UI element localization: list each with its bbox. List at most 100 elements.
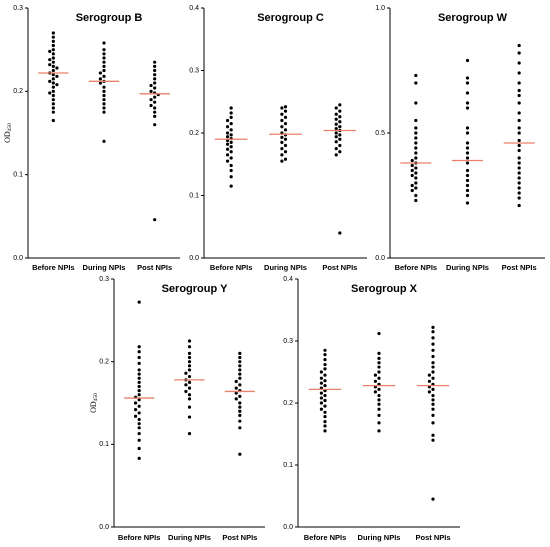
data-point xyxy=(184,383,188,387)
data-point xyxy=(319,401,323,405)
data-point xyxy=(517,88,521,93)
data-point xyxy=(225,159,230,163)
data-point xyxy=(51,89,55,93)
data-point xyxy=(48,49,52,53)
data-point xyxy=(133,414,138,418)
data-point xyxy=(153,81,157,85)
category-label: During NPIs xyxy=(446,263,489,272)
data-point xyxy=(323,358,327,362)
y-tick-label: 0.0 xyxy=(189,255,199,262)
data-point xyxy=(98,77,102,81)
y-tick-label: 0.3 xyxy=(99,276,109,283)
data-point xyxy=(238,372,242,376)
data-point xyxy=(137,446,141,451)
data-point xyxy=(427,390,431,394)
data-point xyxy=(323,367,327,371)
data-point xyxy=(238,368,242,372)
y-tick-label: 0.1 xyxy=(99,441,109,448)
data-point xyxy=(338,125,342,129)
data-point xyxy=(51,102,55,106)
data-point xyxy=(229,133,233,137)
data-point xyxy=(234,386,238,390)
data-point xyxy=(414,198,418,203)
data-point xyxy=(283,157,288,161)
data-point xyxy=(414,156,418,160)
data-point xyxy=(137,372,141,376)
data-point xyxy=(51,60,55,64)
data-point xyxy=(377,331,381,336)
data-point xyxy=(51,73,55,77)
data-point xyxy=(431,393,435,398)
y-tick-label: 0.3 xyxy=(189,67,199,74)
data-point xyxy=(153,110,157,114)
data-point xyxy=(98,81,102,85)
data-point xyxy=(187,380,192,384)
panel: Serogroup B 0.0 0.1 0.2 0.3 OD450 Before NPIs D… xyxy=(3,5,180,272)
data-point xyxy=(238,452,242,456)
data-point xyxy=(229,106,233,110)
y-tick-label: 0.2 xyxy=(189,130,199,137)
data-point xyxy=(517,126,521,130)
data-point xyxy=(153,77,157,81)
data-point xyxy=(377,393,381,398)
data-point xyxy=(431,342,435,346)
data-point xyxy=(137,417,141,422)
data-point xyxy=(149,98,153,102)
panel-title: Serogroup W xyxy=(438,12,508,24)
data-point xyxy=(465,178,470,183)
data-point xyxy=(225,131,230,135)
data-point xyxy=(323,420,327,424)
data-point xyxy=(51,39,55,43)
data-point xyxy=(414,136,418,140)
data-point xyxy=(323,429,327,433)
data-point xyxy=(377,398,381,402)
data-point xyxy=(55,74,59,78)
panel-title: Serogroup Y xyxy=(162,283,228,295)
data-point xyxy=(431,413,435,417)
data-point xyxy=(51,118,55,123)
data-point xyxy=(319,376,323,380)
y-tick-label: 0.0 xyxy=(283,524,293,531)
data-point xyxy=(187,368,192,372)
y-tick-label: 0.0 xyxy=(375,255,385,262)
data-point xyxy=(283,105,288,109)
data-point xyxy=(414,73,418,78)
data-point xyxy=(102,56,106,60)
panel-title: Serogroup X xyxy=(351,283,418,295)
y-axis-label: OD450 xyxy=(89,393,99,413)
data-point xyxy=(465,106,470,110)
data-point xyxy=(338,109,342,113)
data-point xyxy=(323,348,327,352)
data-point xyxy=(319,407,323,411)
y-tick-label: 0.3 xyxy=(283,338,293,345)
data-point xyxy=(323,410,327,414)
data-point xyxy=(323,424,327,428)
data-point xyxy=(51,64,55,68)
data-point xyxy=(229,128,233,132)
data-point xyxy=(334,127,338,131)
data-point xyxy=(280,147,284,151)
data-point xyxy=(334,122,338,126)
y-axis-label-main: OD xyxy=(3,131,12,143)
data-point xyxy=(517,43,521,48)
data-point xyxy=(283,109,288,113)
data-point xyxy=(137,393,141,397)
data-point xyxy=(377,361,381,365)
data-point xyxy=(187,405,192,409)
data-point xyxy=(414,166,418,170)
data-point xyxy=(102,48,106,52)
data-point xyxy=(137,380,141,384)
data-point xyxy=(51,56,55,60)
data-point xyxy=(377,429,381,433)
data-point xyxy=(225,153,230,157)
category-label: Before NPIs xyxy=(395,263,438,272)
data-point xyxy=(137,384,141,389)
data-point xyxy=(465,141,470,145)
data-point xyxy=(465,131,470,135)
data-point xyxy=(283,137,288,141)
data-point xyxy=(431,497,435,501)
category-label: Post NPIs xyxy=(222,533,257,542)
y-tick-label: 0.4 xyxy=(283,276,293,283)
data-point xyxy=(431,438,435,442)
